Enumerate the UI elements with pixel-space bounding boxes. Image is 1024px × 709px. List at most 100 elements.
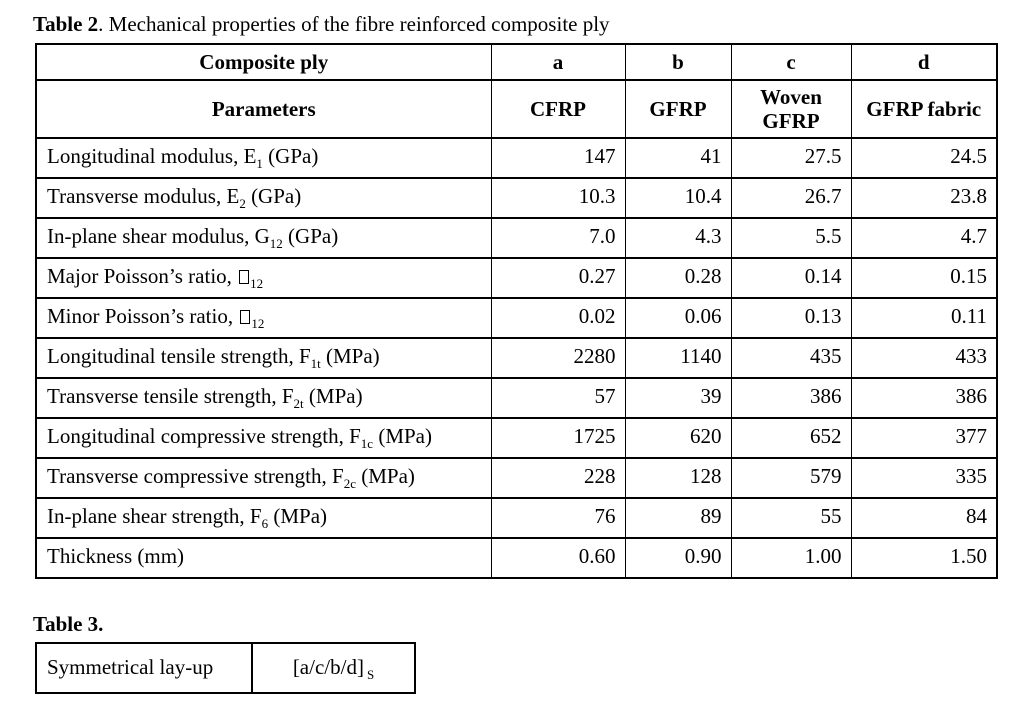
param-cell: Transverse modulus, E2 (GPa) <box>35 177 492 220</box>
missing-glyph-box <box>239 269 250 284</box>
table2-caption-text: . Mechanical properties of the fibre rei… <box>98 12 610 36</box>
value-cell: 0.27 <box>490 257 626 300</box>
subscript: 1t <box>310 355 321 371</box>
label-text: (MPa) <box>355 463 415 488</box>
header-composite-ply: Composite ply <box>35 43 492 82</box>
header-material-cfrp: CFRP <box>490 79 626 140</box>
value-cell: 128 <box>624 457 732 500</box>
value-cell: 579 <box>730 457 852 500</box>
value-cell: 1.50 <box>850 537 998 580</box>
header-col-d: d <box>850 43 998 82</box>
param-cell: Thickness (mm) <box>35 537 492 580</box>
value-cell: 4.3 <box>624 217 732 260</box>
document-page: Table 2. Mechanical properties of the fi… <box>33 12 1024 695</box>
table-row: Longitudinal compressive strength, F1c (… <box>35 417 998 460</box>
param-cell: Transverse compressive strength, F2c (MP… <box>35 457 492 500</box>
value-cell: 2280 <box>490 337 626 380</box>
missing-glyph-box <box>240 309 251 324</box>
label-text: (MPa) <box>373 423 432 448</box>
label-text: Major Poisson’s ratio, <box>47 263 238 288</box>
subscript: 1 <box>256 155 263 171</box>
value-cell: 0.15 <box>850 257 998 300</box>
value-cell: 147 <box>490 137 626 180</box>
value-cell: 84 <box>850 497 998 540</box>
param-cell: Major Poisson’s ratio, 12 <box>35 257 492 300</box>
subscript: 6 <box>261 515 269 531</box>
header-col-c: c <box>730 43 852 82</box>
value-cell: 652 <box>730 417 852 460</box>
table-row: In-plane shear strength, F6 (MPa) 76 89 55 8… <box>35 497 998 540</box>
subscript: 12 <box>251 315 265 331</box>
value-cell: 24.5 <box>850 137 998 180</box>
value-cell: 39 <box>624 377 732 420</box>
header-material-gfrp-fabric: GFRP fabric <box>850 79 998 140</box>
label-text: In-plane shear modulus, G <box>47 223 270 248</box>
table-row: Longitudinal modulus, E1 (GPa) 147 41 27.5 2… <box>35 137 998 180</box>
table-row: Transverse modulus, E2 (GPa) 10.3 10.4 26.7… <box>35 177 998 220</box>
value-cell: 1140 <box>624 337 732 380</box>
value-cell: 620 <box>624 417 732 460</box>
table2-caption-label: Table 2 <box>33 12 99 36</box>
param-cell: In-plane shear strength, F6 (MPa) <box>35 497 492 540</box>
value-cell: 435 <box>730 337 852 380</box>
param-cell: Transverse tensile strength, F2t (MPa) <box>35 377 492 420</box>
value-cell: 433 <box>850 337 998 380</box>
label-text: Longitudinal compressive strength, F <box>47 423 361 448</box>
label-text: Thickness (mm) <box>47 543 185 568</box>
value-cell: 228 <box>490 457 626 500</box>
table-row: Transverse compressive strength, F2c (MP… <box>35 457 998 500</box>
param-cell: Longitudinal compressive strength, F1c (… <box>35 417 492 460</box>
value-cell: 23.8 <box>850 177 998 220</box>
label-text: In-plane shear strength, F <box>47 503 262 528</box>
value-cell: 0.06 <box>624 297 732 340</box>
label-text: (MPa) <box>320 343 380 368</box>
value-cell: 26.7 <box>730 177 852 220</box>
label-text: Transverse tensile strength, F <box>47 383 294 408</box>
value-cell: 386 <box>730 377 852 420</box>
value-cell: 0.13 <box>730 297 852 340</box>
table-row: Major Poisson’s ratio, 12 0.27 0.28 0.14 0.1… <box>35 257 998 300</box>
value-cell: 10.3 <box>490 177 626 220</box>
value-cell: 41 <box>624 137 732 180</box>
value-cell: 1.00 <box>730 537 852 580</box>
value-cell: 377 <box>850 417 998 460</box>
header-material-woven-gfrp: Woven GFRP <box>730 79 852 140</box>
value-cell: 0.11 <box>850 297 998 340</box>
table2-header-row-2: Parameters CFRP GFRP Woven GFRP GFRP fabric <box>35 79 998 140</box>
label-text: (GPa) <box>262 143 319 168</box>
table-row: Thickness (mm) 0.60 0.90 1.00 1.50 <box>35 537 998 580</box>
table-row: Minor Poisson’s ratio, 12 0.02 0.06 0.13 0.1… <box>35 297 998 340</box>
table-row: Longitudinal tensile strength, F1t (MPa)… <box>35 337 998 380</box>
table-row: Symmetrical lay-up [a/c/b/d] S <box>35 642 416 695</box>
value-cell: 89 <box>624 497 732 540</box>
value-cell: 55 <box>730 497 852 540</box>
param-cell: Minor Poisson’s ratio, 12 <box>35 297 492 340</box>
value-cell: 57 <box>490 377 626 420</box>
subscript: 2 <box>239 195 246 211</box>
value-cell: 1725 <box>490 417 626 460</box>
value-cell: 7.0 <box>490 217 626 260</box>
table3-layup: Symmetrical lay-up [a/c/b/d] S <box>35 642 416 695</box>
subscript: 12 <box>250 275 264 291</box>
subscript: 12 <box>269 235 283 251</box>
subscript: S <box>366 667 375 683</box>
value-cell: 0.02 <box>490 297 626 340</box>
label-text: Transverse compressive strength, F <box>47 463 344 488</box>
value-cell: 4.7 <box>850 217 998 260</box>
value-cell: 335 <box>850 457 998 500</box>
table2-caption: Table 2. Mechanical properties of the fi… <box>33 12 1024 36</box>
label-text: Longitudinal modulus, E <box>47 143 257 168</box>
table3-caption: Table 3. <box>33 612 104 637</box>
subscript: 2c <box>343 475 356 491</box>
param-cell: In-plane shear modulus, G12 (GPa) <box>35 217 492 260</box>
label-text: (MPa) <box>303 383 363 408</box>
value-cell: 10.4 <box>624 177 732 220</box>
value-cell: 27.5 <box>730 137 852 180</box>
label-text: Transverse modulus, E <box>47 183 240 208</box>
value-cell: 0.28 <box>624 257 732 300</box>
label-text: [a/c/b/d] <box>292 655 364 680</box>
value-cell: 0.90 <box>624 537 732 580</box>
label-text: (GPa) <box>282 223 339 248</box>
